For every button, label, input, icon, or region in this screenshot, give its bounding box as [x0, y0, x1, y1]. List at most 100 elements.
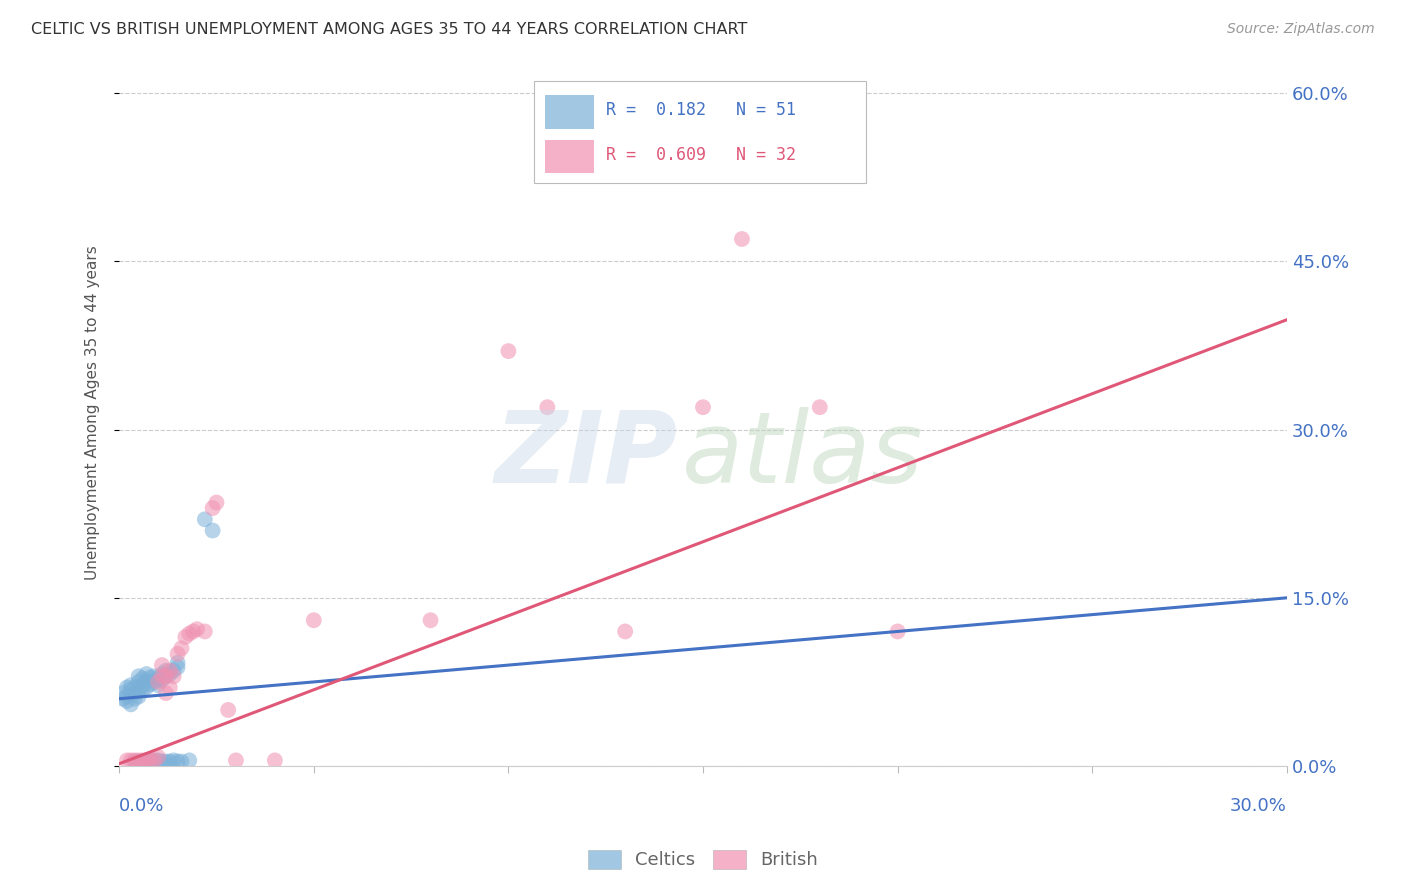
Point [120, 698, 142, 712]
Point [143, 753, 166, 767]
Point [170, 641, 193, 656]
Point [150, 667, 173, 681]
Point [155, 686, 177, 700]
Point [159, 664, 181, 678]
Point [170, 755, 193, 769]
Y-axis label: Unemployment Among Ages 35 to 44 years: Unemployment Among Ages 35 to 44 years [86, 245, 100, 580]
Legend: Celtics, British: Celtics, British [579, 841, 827, 879]
Point [163, 664, 186, 678]
Point [112, 686, 135, 700]
Point [166, 660, 188, 674]
Point [186, 622, 208, 636]
Point [159, 667, 181, 681]
Text: Source: ZipAtlas.com: Source: ZipAtlas.com [1227, 22, 1375, 37]
Point [155, 664, 177, 678]
Point [179, 626, 201, 640]
Point [159, 755, 181, 769]
Text: 30.0%: 30.0% [1230, 797, 1286, 814]
Point [120, 678, 142, 692]
Point [201, 524, 224, 538]
FancyBboxPatch shape [546, 140, 595, 173]
Point [146, 750, 169, 764]
Point [536, 400, 558, 414]
Point [139, 753, 162, 767]
Text: atlas: atlas [682, 407, 924, 504]
Point [179, 753, 201, 767]
Point [150, 755, 173, 769]
Point [128, 669, 150, 683]
Point [174, 630, 197, 644]
Point [131, 753, 153, 767]
Point [112, 691, 135, 706]
FancyBboxPatch shape [546, 95, 595, 128]
Point [150, 658, 173, 673]
Point [886, 624, 908, 639]
Point [181, 624, 204, 639]
Point [419, 613, 441, 627]
Text: ZIP: ZIP [495, 407, 678, 504]
Point [135, 753, 157, 767]
Point [731, 232, 754, 246]
Point [692, 400, 714, 414]
Point [225, 753, 247, 767]
Point [614, 624, 637, 639]
Point [128, 753, 150, 767]
Point [139, 670, 162, 684]
Point [264, 753, 287, 767]
Point [124, 755, 146, 769]
Point [124, 686, 146, 700]
Text: 0.0%: 0.0% [120, 797, 165, 814]
Point [146, 678, 169, 692]
Text: R =  0.609   N = 32: R = 0.609 N = 32 [606, 146, 796, 164]
Point [135, 681, 157, 695]
Point [115, 694, 138, 708]
Point [120, 682, 142, 697]
Point [146, 753, 169, 767]
Point [143, 669, 166, 683]
Point [205, 495, 228, 509]
Point [124, 681, 146, 695]
Point [146, 674, 169, 689]
Point [163, 753, 186, 767]
Point [128, 690, 150, 704]
Point [135, 667, 157, 681]
Point [139, 753, 162, 767]
Point [150, 669, 173, 683]
Point [139, 677, 162, 691]
Point [143, 674, 166, 689]
Point [150, 673, 173, 687]
Point [128, 674, 150, 689]
Point [135, 673, 157, 688]
Point [155, 669, 177, 683]
Point [131, 672, 153, 686]
Point [159, 681, 181, 695]
Point [166, 656, 188, 670]
FancyBboxPatch shape [534, 81, 866, 183]
Text: R =  0.182   N = 51: R = 0.182 N = 51 [606, 102, 796, 120]
Point [166, 755, 188, 769]
Point [124, 753, 146, 767]
Point [131, 755, 153, 769]
Point [124, 691, 146, 706]
Point [201, 501, 224, 516]
Point [128, 755, 150, 769]
Point [808, 400, 831, 414]
Text: CELTIC VS BRITISH UNEMPLOYMENT AMONG AGES 35 TO 44 YEARS CORRELATION CHART: CELTIC VS BRITISH UNEMPLOYMENT AMONG AGE… [31, 22, 748, 37]
Point [146, 672, 169, 686]
Point [131, 678, 153, 692]
Point [194, 624, 217, 639]
Point [194, 512, 217, 526]
Point [135, 753, 157, 767]
Point [166, 647, 188, 661]
Point [115, 690, 138, 704]
Point [498, 344, 520, 359]
Point [155, 669, 177, 683]
Point [155, 755, 177, 769]
Point [120, 753, 142, 767]
Point [115, 681, 138, 695]
Point [128, 684, 150, 698]
Point [115, 753, 138, 767]
Point [163, 669, 186, 683]
Point [217, 703, 239, 717]
Point [131, 682, 153, 697]
